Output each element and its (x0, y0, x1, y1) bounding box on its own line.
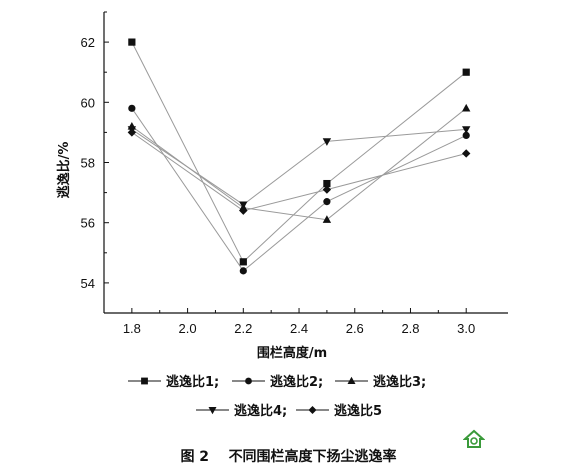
legend-item-2: 逃逸比2; (232, 374, 323, 390)
x-tick-label: 2.6 (346, 321, 364, 336)
data-point-series-2 (239, 267, 247, 275)
data-point-series-2 (323, 198, 331, 206)
data-point-series-5 (127, 128, 137, 137)
data-point-series-1 (239, 258, 247, 266)
data-point-series-5 (239, 206, 248, 215)
legend-marker (308, 406, 317, 414)
series-line-4 (131, 128, 467, 206)
legend-label: 逃逸比5 (334, 403, 382, 419)
tick-labels: 1.8 2.0 2.2 2.4 2.6 2.8 3.0 54 56 58 60 62 (81, 35, 476, 336)
legend-label: 逃逸比4; (234, 403, 287, 419)
legend-item-4: 逃逸比4; (196, 403, 287, 419)
house-logo-icon (463, 429, 485, 448)
data-point-series-3 (322, 215, 332, 223)
y-tick-label: 60 (81, 95, 95, 110)
x-tick-label: 1.8 (123, 321, 141, 336)
data-point-series-5 (322, 185, 332, 194)
legend-marker (208, 407, 217, 415)
series-lines (131, 41, 467, 272)
data-point-series-3 (462, 103, 471, 112)
series-markers (127, 38, 471, 275)
legend-item-3: 逃逸比3; (335, 374, 426, 390)
data-point-series-4 (462, 126, 471, 134)
y-tick-label: 58 (81, 156, 95, 171)
data-point-series-1 (128, 38, 136, 46)
legend-marker (141, 377, 148, 385)
legend: 逃逸比1; 逃逸比2; 逃逸比3; 逃逸比4; 逃逸比5 (128, 374, 426, 419)
x-tick-label: 2.2 (234, 321, 252, 336)
x-axis-title: 围栏高度/m (257, 345, 327, 361)
legend-label: 逃逸比3; (373, 374, 426, 390)
series-line-1 (131, 41, 467, 263)
y-axis-title: 逃逸比/% (56, 142, 72, 199)
x-tick-label: 3.0 (457, 321, 475, 336)
axes (103, 11, 508, 314)
data-point-series-5 (462, 149, 471, 158)
legend-label: 逃逸比2; (270, 374, 323, 390)
y-tick-label: 62 (81, 35, 95, 50)
legend-marker (347, 376, 356, 384)
y-tick-label: 54 (81, 276, 95, 291)
figure-caption: 图 2 不同围栏高度下扬尘逃逸率 (0, 446, 577, 466)
data-point-series-4 (322, 138, 332, 146)
legend-item-5: 逃逸比5 (296, 403, 382, 419)
data-point-series-2 (462, 131, 470, 140)
x-tick-label: 2.0 (179, 321, 197, 336)
x-tick-label: 2.4 (290, 321, 308, 336)
caption-label: 图 2 (180, 449, 210, 465)
series-line-2 (131, 108, 467, 272)
series-line-5 (131, 131, 467, 212)
data-point-series-1 (323, 179, 331, 188)
legend-item-1: 逃逸比1; (128, 374, 219, 390)
data-point-series-1 (462, 68, 470, 76)
legend-label: 逃逸比1; (166, 374, 219, 390)
legend-marker (245, 377, 252, 385)
caption-text: 不同围栏高度下扬尘逃逸率 (228, 449, 397, 465)
x-tick-label: 2.8 (401, 321, 419, 336)
data-point-series-2 (128, 104, 136, 112)
y-tick-label: 56 (81, 216, 95, 231)
series-line-3 (131, 107, 467, 221)
data-point-series-4 (239, 201, 248, 210)
